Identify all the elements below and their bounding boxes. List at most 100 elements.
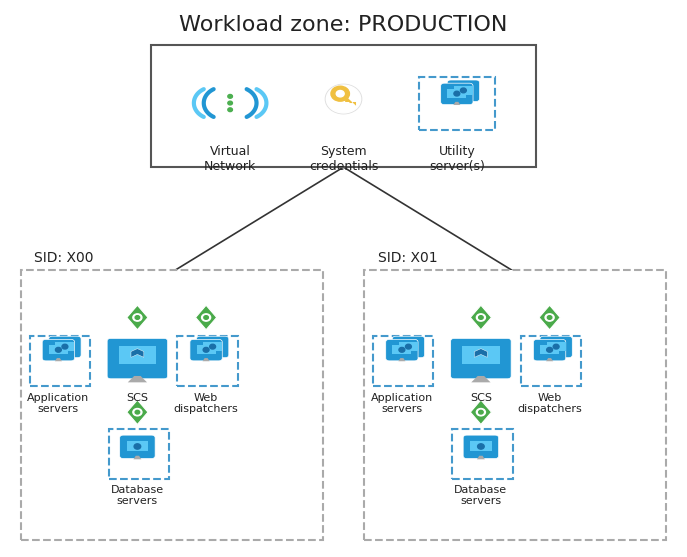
FancyBboxPatch shape (126, 442, 148, 451)
Circle shape (399, 348, 405, 352)
Circle shape (326, 85, 361, 113)
Text: System
credentials: System credentials (309, 145, 378, 173)
Circle shape (135, 316, 139, 319)
Circle shape (228, 101, 232, 105)
Circle shape (331, 86, 350, 101)
Polygon shape (127, 305, 148, 330)
FancyBboxPatch shape (190, 339, 223, 361)
Polygon shape (471, 305, 491, 330)
FancyBboxPatch shape (470, 442, 492, 451)
FancyBboxPatch shape (451, 339, 511, 379)
Polygon shape (345, 96, 356, 106)
Circle shape (56, 348, 61, 352)
Circle shape (545, 314, 554, 321)
Circle shape (228, 95, 232, 98)
Polygon shape (128, 376, 147, 382)
FancyBboxPatch shape (419, 77, 495, 130)
Polygon shape (405, 355, 412, 358)
Circle shape (62, 344, 68, 349)
FancyBboxPatch shape (49, 345, 68, 354)
FancyBboxPatch shape (454, 86, 473, 95)
Circle shape (203, 348, 209, 352)
Circle shape (476, 314, 486, 321)
FancyBboxPatch shape (49, 336, 81, 358)
Circle shape (135, 411, 139, 414)
FancyBboxPatch shape (177, 336, 238, 386)
FancyBboxPatch shape (107, 339, 168, 379)
Circle shape (210, 344, 216, 349)
FancyBboxPatch shape (533, 339, 566, 361)
Circle shape (479, 316, 483, 319)
Text: SID: X01: SID: X01 (378, 251, 438, 265)
Polygon shape (55, 358, 62, 361)
FancyBboxPatch shape (440, 83, 473, 105)
FancyBboxPatch shape (373, 336, 433, 386)
FancyBboxPatch shape (196, 345, 216, 354)
FancyBboxPatch shape (56, 342, 74, 351)
Polygon shape (471, 400, 491, 424)
FancyBboxPatch shape (42, 339, 75, 361)
Text: Database
servers: Database servers (454, 485, 508, 506)
Circle shape (133, 408, 142, 416)
Text: SID: X00: SID: X00 (34, 251, 94, 265)
Text: Application
servers: Application servers (27, 393, 89, 414)
Polygon shape (209, 355, 216, 358)
FancyBboxPatch shape (540, 345, 559, 354)
Circle shape (228, 108, 232, 111)
Text: SCS: SCS (470, 393, 492, 403)
Text: Virtual
Network: Virtual Network (204, 145, 256, 173)
FancyBboxPatch shape (447, 89, 466, 98)
FancyBboxPatch shape (392, 336, 425, 358)
Polygon shape (546, 358, 553, 361)
Circle shape (548, 316, 552, 319)
Polygon shape (131, 349, 144, 358)
Circle shape (476, 408, 486, 416)
Text: Web
dispatchers: Web dispatchers (174, 393, 238, 414)
Circle shape (134, 444, 141, 449)
Circle shape (204, 316, 208, 319)
Polygon shape (133, 456, 142, 460)
Circle shape (547, 348, 552, 352)
Circle shape (336, 90, 344, 97)
FancyBboxPatch shape (109, 429, 169, 479)
FancyBboxPatch shape (364, 270, 666, 540)
Polygon shape (552, 355, 560, 358)
Circle shape (201, 314, 211, 321)
Text: Web
dispatchers: Web dispatchers (517, 393, 582, 414)
Polygon shape (477, 456, 485, 460)
FancyBboxPatch shape (151, 45, 536, 167)
Polygon shape (539, 305, 560, 330)
FancyBboxPatch shape (521, 336, 581, 386)
Polygon shape (61, 355, 69, 358)
FancyBboxPatch shape (385, 339, 418, 361)
Polygon shape (475, 349, 487, 358)
FancyBboxPatch shape (120, 435, 155, 458)
Circle shape (477, 444, 484, 449)
FancyBboxPatch shape (203, 342, 222, 351)
FancyBboxPatch shape (540, 336, 572, 358)
Text: SCS: SCS (126, 393, 148, 403)
Text: Utility
server(s): Utility server(s) (429, 145, 485, 173)
Polygon shape (453, 102, 460, 105)
Circle shape (460, 88, 466, 93)
Text: Database
servers: Database servers (111, 485, 164, 506)
Circle shape (553, 344, 559, 349)
FancyBboxPatch shape (452, 429, 513, 479)
Polygon shape (460, 99, 467, 102)
Polygon shape (203, 358, 210, 361)
FancyBboxPatch shape (30, 336, 90, 386)
Text: Application
servers: Application servers (371, 393, 433, 414)
FancyBboxPatch shape (547, 342, 565, 351)
FancyBboxPatch shape (462, 346, 499, 364)
FancyBboxPatch shape (392, 345, 412, 354)
Polygon shape (127, 400, 148, 424)
Circle shape (454, 91, 460, 96)
Circle shape (405, 344, 412, 349)
Circle shape (479, 411, 483, 414)
Circle shape (326, 84, 361, 114)
Polygon shape (471, 376, 491, 382)
Circle shape (133, 314, 142, 321)
Text: Workload zone: PRODUCTION: Workload zone: PRODUCTION (179, 15, 508, 35)
Polygon shape (398, 358, 405, 361)
FancyBboxPatch shape (119, 346, 156, 364)
